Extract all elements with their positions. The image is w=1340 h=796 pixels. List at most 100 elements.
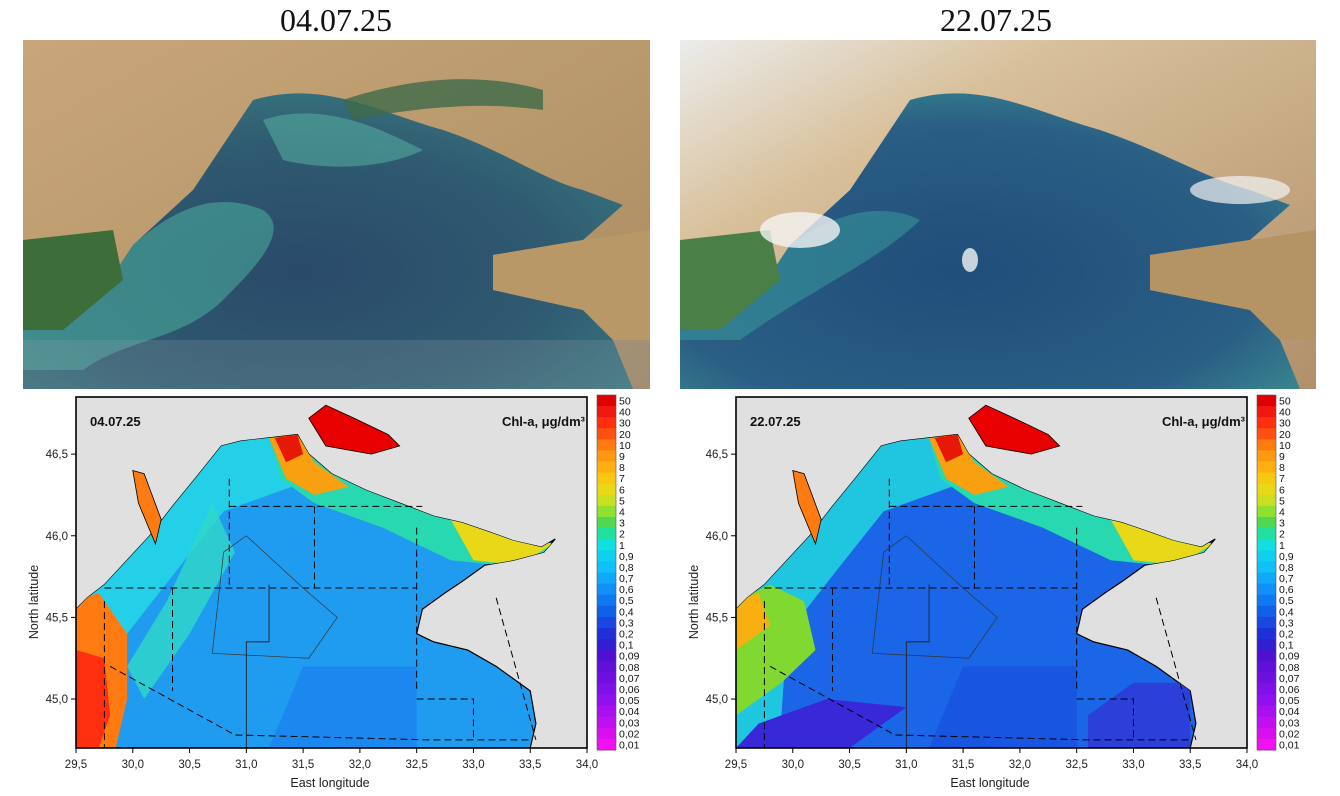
colorbar-swatch — [597, 505, 616, 518]
colorbar-swatch — [1257, 505, 1276, 518]
colorbar-label: 0,3 — [619, 617, 634, 629]
colorbar-swatch — [1257, 594, 1276, 607]
y-tick-label: 45,0 — [706, 694, 728, 706]
x-tick-label: 29,5 — [65, 759, 87, 771]
colorbar-label: 0,4 — [1279, 606, 1294, 618]
colorbar-swatch — [597, 627, 616, 640]
colorbar-label: 0,2 — [1279, 629, 1294, 641]
zone-boundary — [769, 665, 1191, 741]
colorbar-label: 7 — [1279, 473, 1285, 485]
colorbar-swatch — [597, 472, 616, 485]
sector-line — [905, 584, 930, 748]
colorbar-label: 0,06 — [619, 684, 640, 696]
colorbar-swatch — [597, 561, 616, 573]
x-tick-label: 33,0 — [1122, 759, 1144, 771]
colorbar-label: 0,08 — [1279, 662, 1300, 674]
colorbar-label: 0,8 — [1279, 562, 1294, 574]
y-axis: 46,5 46,0 45,5 45,0 — [46, 449, 76, 706]
colorbar-swatch — [1257, 627, 1276, 640]
x-tick-label: 30,0 — [122, 759, 144, 771]
x-axis-title: East longitude — [290, 776, 369, 790]
dniester-estuary — [132, 469, 162, 546]
colorbar-label: 0,2 — [619, 629, 634, 641]
colorbar-swatch — [597, 738, 616, 751]
colorbar-label: 9 — [619, 451, 625, 463]
colorbar-swatch — [597, 639, 616, 651]
danube-plume-core — [736, 592, 771, 651]
colorbar-swatch — [597, 528, 616, 540]
colorbar-label: 4 — [619, 506, 625, 518]
colorbar-swatch — [1257, 439, 1276, 451]
x-axis: 29,5 30,0 30,5 31,0 31,5 32,0 32,5 33,0 33,5 34,0 — [65, 748, 598, 771]
colorbar-label: 0,08 — [619, 662, 640, 674]
dnipro-estuary — [968, 404, 1061, 455]
y-tick-label: 45,0 — [46, 694, 68, 706]
y-axis: 46,5 46,0 45,5 45,0 — [706, 449, 736, 706]
colorbar-label: 2 — [619, 529, 625, 541]
y-tick-label: 46,5 — [706, 449, 728, 461]
colorbar-label: 0,03 — [619, 717, 640, 729]
dnipro-plume-core — [934, 434, 964, 463]
zone-boundary — [1076, 698, 1134, 740]
colorbar-label: 0,05 — [1279, 695, 1300, 707]
colorbar-label: 0,9 — [619, 551, 634, 563]
photo-date-title-left: 04.07.25 — [280, 2, 392, 38]
colorbar-swatch — [597, 683, 616, 696]
zone-boundary — [1155, 597, 1197, 740]
colorbar-label: 4 — [1279, 506, 1285, 518]
colorbar-label: 40 — [619, 407, 631, 419]
colorbar-swatch — [597, 594, 616, 607]
dnipro-estuary — [308, 404, 401, 455]
colorbar-swatch — [1257, 583, 1276, 596]
dnipro-plume-core — [274, 434, 304, 463]
colorbar: 50403020109876543210,90,80,70,60,50,40,3… — [596, 394, 640, 751]
x-tick-label: 34,0 — [1236, 759, 1258, 771]
x-tick-label: 33,0 — [462, 759, 484, 771]
colorbar-swatch — [597, 550, 616, 562]
colorbar-swatch — [597, 650, 616, 662]
colorbar-swatch — [1257, 494, 1276, 507]
colorbar: 50403020109876543210,90,80,70,60,50,40,3… — [1256, 394, 1300, 751]
colorbar-label: 0,7 — [1279, 573, 1294, 585]
colorbar-label: 0,1 — [1279, 640, 1294, 652]
y-tick-label: 45,5 — [706, 612, 728, 624]
colorbar-swatch — [597, 450, 616, 463]
y-axis-title: North latitude — [687, 565, 701, 639]
colorbar-label: 0,5 — [1279, 595, 1294, 607]
colorbar-label: 0,06 — [1279, 684, 1300, 696]
eastern-bay-band — [450, 519, 553, 566]
colorbar-swatch — [1257, 561, 1276, 573]
colorbar-label: 0,7 — [619, 573, 634, 585]
colorbar-label: 0,01 — [1279, 739, 1300, 751]
y-tick-label: 46,0 — [706, 531, 728, 543]
protected-area-outline — [211, 535, 338, 659]
x-tick-label: 32,0 — [349, 759, 371, 771]
zone-boundary — [495, 597, 537, 740]
map-body — [735, 396, 1248, 749]
colorbar-label: 5 — [619, 495, 625, 507]
chlorophyll-map-right: 22.07.25 Chl-a, μg/dm³ 29,5 30,0 30,5 31,0 3… — [660, 392, 1315, 796]
colorbar-swatch — [1257, 472, 1276, 485]
satellite-image-left — [23, 40, 650, 389]
colorbar-swatch — [597, 661, 616, 673]
x-tick-label: 31,0 — [895, 759, 917, 771]
x-tick-label: 30,0 — [782, 759, 804, 771]
colorbar-label: 0,4 — [619, 606, 634, 618]
colorbar-label: 0,01 — [619, 739, 640, 751]
colorbar-label: 0,02 — [1279, 728, 1300, 740]
colorbar-label: 0,05 — [619, 695, 640, 707]
colorbar-label: 6 — [1279, 484, 1285, 496]
colorbar-label: 0,03 — [1279, 717, 1300, 729]
x-tick-label: 34,0 — [576, 759, 598, 771]
x-tick-label: 32,5 — [405, 759, 427, 771]
colorbar-swatch — [597, 483, 616, 496]
colorbar-label: 6 — [619, 484, 625, 496]
map-date-label: 04.07.25 — [90, 414, 141, 429]
colorbar-swatch — [597, 517, 616, 529]
x-tick-label: 32,5 — [1065, 759, 1087, 771]
x-tick-label: 29,5 — [725, 759, 747, 771]
colorbar-swatch — [597, 494, 616, 507]
colorbar-swatch — [1257, 572, 1276, 585]
colorbar-label: 20 — [619, 429, 631, 441]
colorbar-label: 50 — [619, 396, 631, 408]
